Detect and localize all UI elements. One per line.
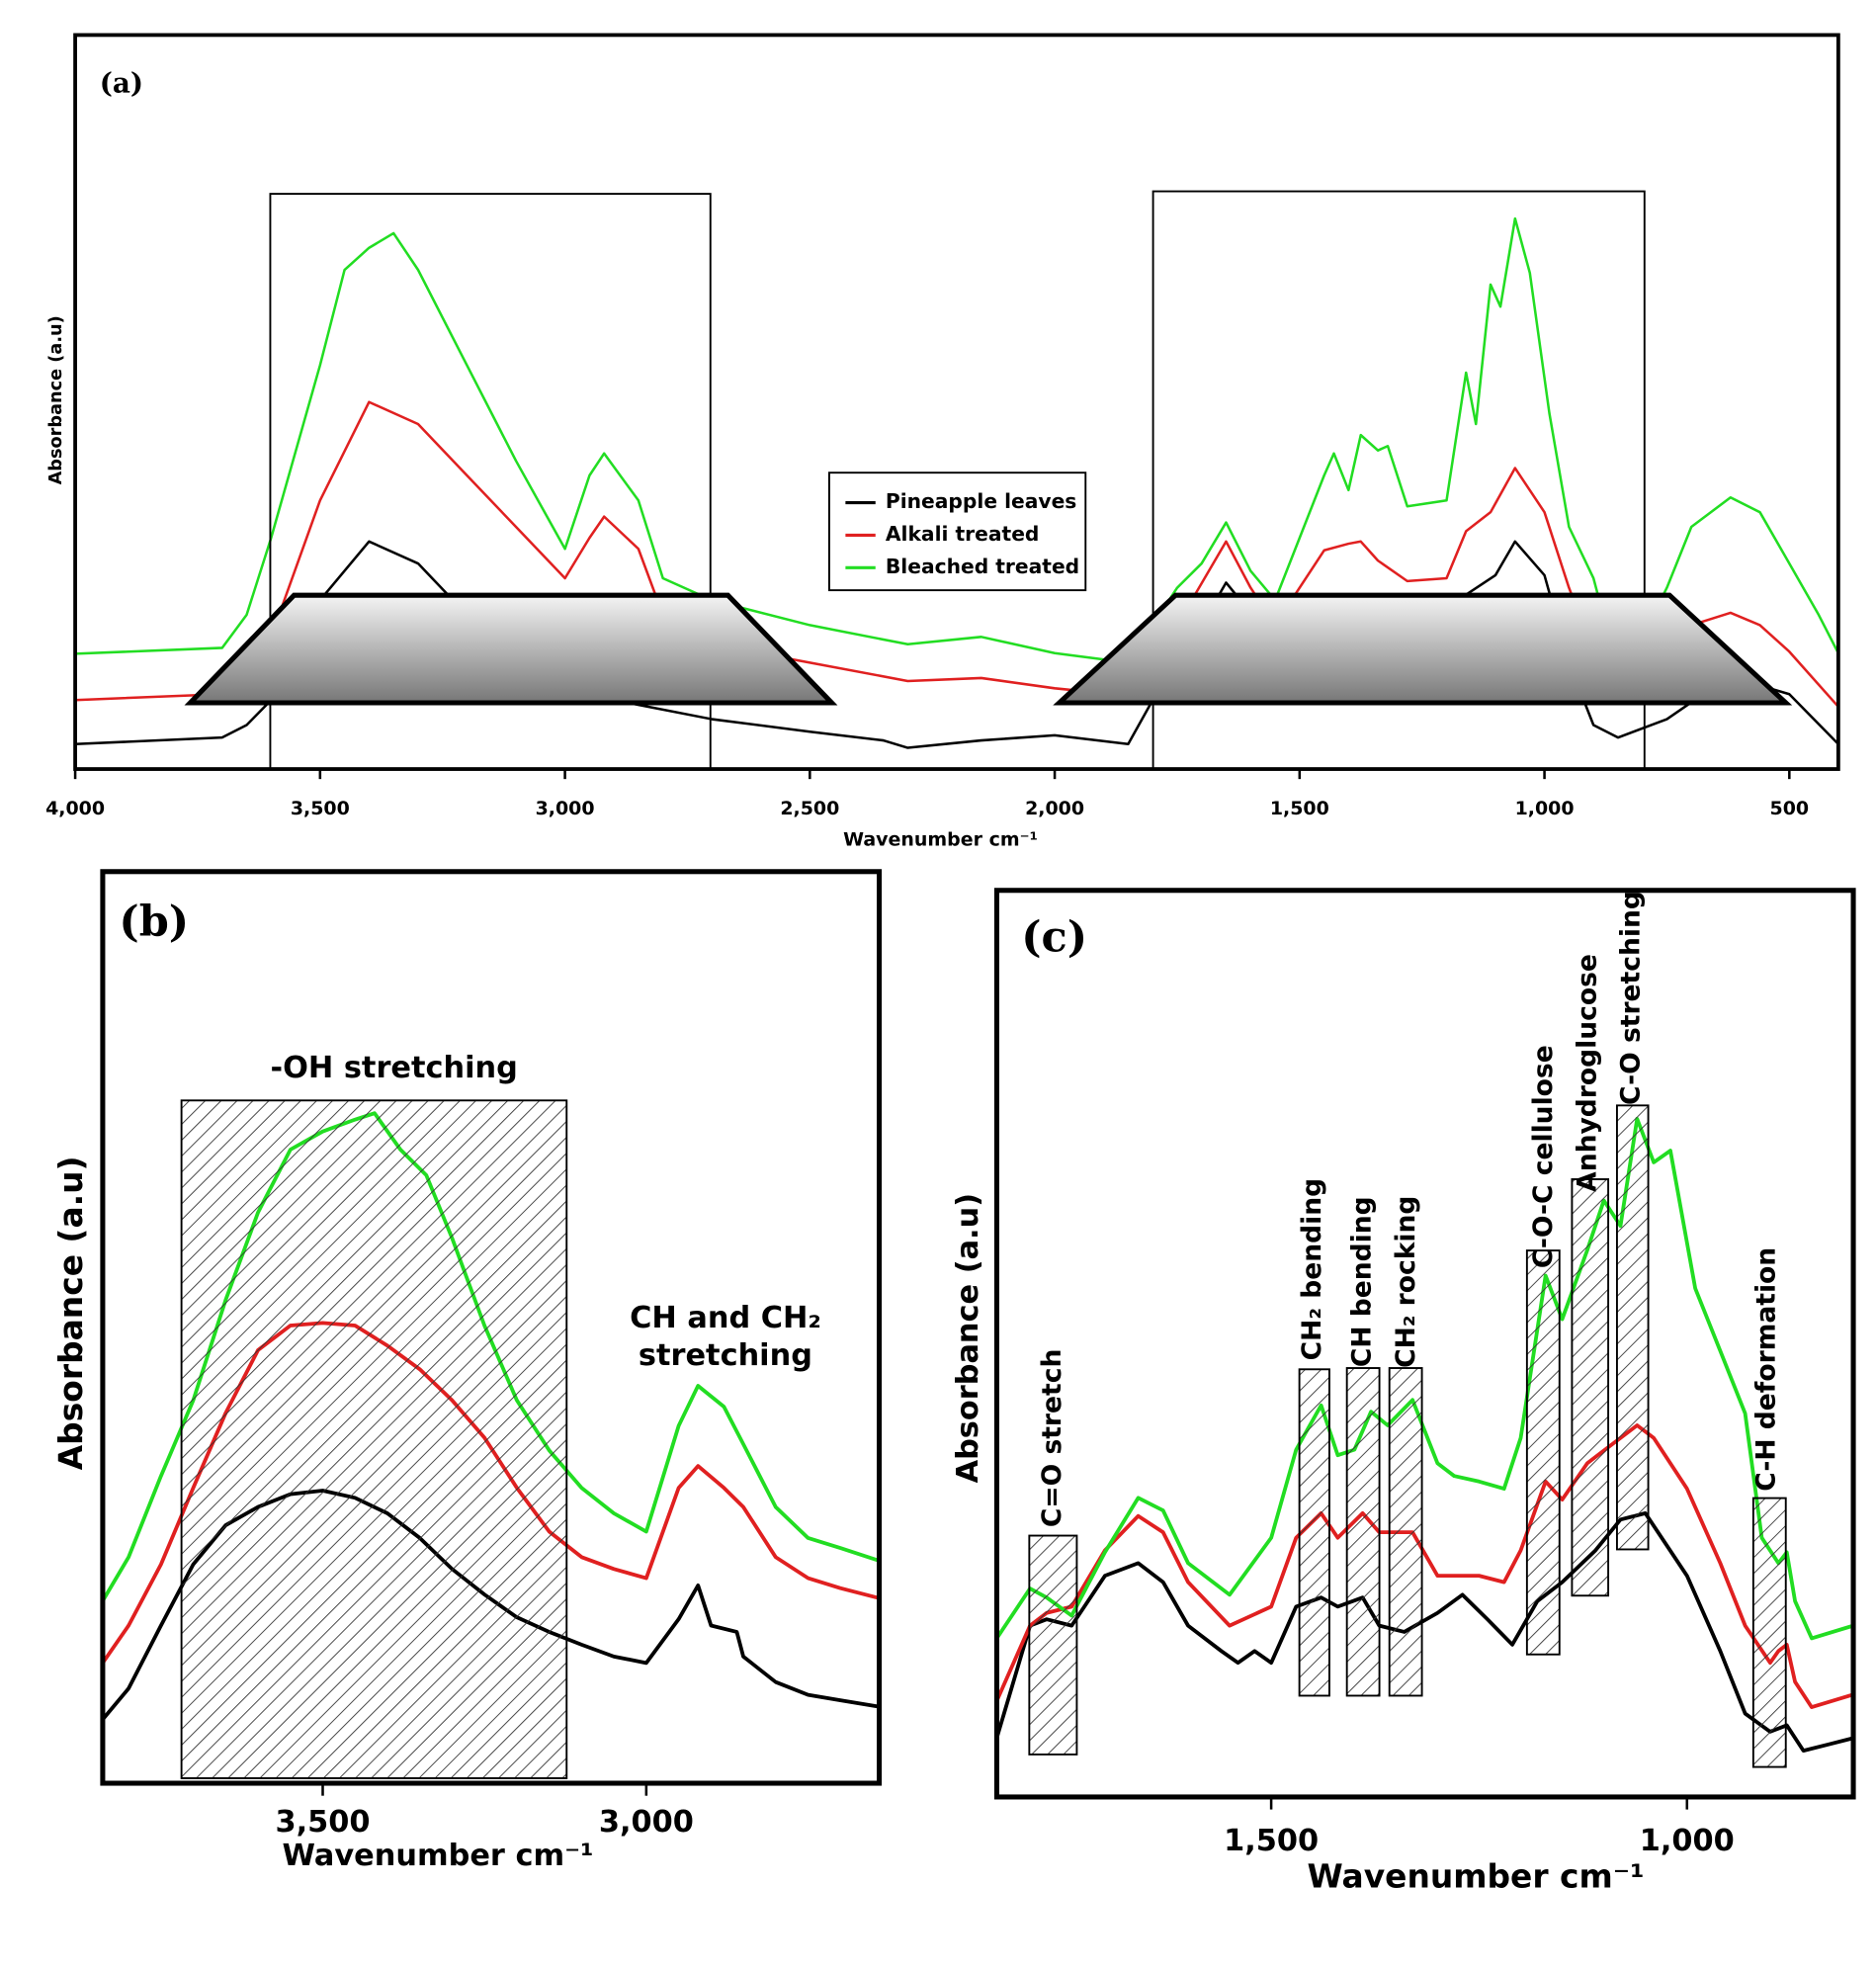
band-box (1571, 1178, 1610, 1597)
panel-title: (b) (119, 898, 189, 947)
annotation: CH₂ bending (1297, 1178, 1327, 1360)
annotation: C-O-C cellulose (1528, 1045, 1559, 1268)
band-box (1298, 1368, 1330, 1697)
plot-frame (73, 33, 1840, 771)
legend-label: Pineapple leaves (886, 489, 1077, 513)
label-layer: (a) Wavenumber cm⁻¹ Absorbance (a.u) 4,000 3… (45, 33, 1856, 1896)
x-axis-label: Wavenumber cm⁻¹ (282, 1839, 593, 1873)
series-line (994, 1116, 1854, 1641)
x-tick-label: 500 (1770, 798, 1810, 819)
x-tick-label: 1,000 (1515, 798, 1575, 819)
legend-label: Alkali treated (886, 522, 1040, 546)
annotation: stretching (639, 1338, 812, 1373)
series-line (994, 1510, 1854, 1754)
overlay-layer (180, 190, 1793, 1779)
x-tick-label: 1,000 (1640, 1824, 1735, 1858)
panel-title: (c) (1021, 912, 1087, 962)
zoom-connector (184, 592, 838, 706)
zoom-connector (1053, 592, 1793, 706)
plot-frame (100, 869, 883, 1786)
x-tick-label: 2,500 (780, 798, 839, 819)
panel-title: (a) (100, 67, 143, 100)
annotation: C-H deformation (1750, 1247, 1781, 1492)
band-box (180, 1099, 568, 1779)
band-box (1345, 1367, 1381, 1697)
legend-label: Bleached treated (886, 555, 1079, 578)
annotation: CH₂ rocking (1391, 1196, 1421, 1368)
x-tick-label: 3,500 (275, 1805, 370, 1840)
legend-box (827, 471, 1087, 592)
x-tick-label: 3,000 (536, 798, 595, 819)
x-tick-label: 3,500 (291, 798, 350, 819)
band-box (1028, 1534, 1078, 1756)
annotation: CH and CH₂ (630, 1301, 821, 1335)
x-tick-label: 1,500 (1270, 798, 1329, 819)
x-tick-label: 4,000 (45, 798, 105, 819)
x-tick-label: 2,000 (1025, 798, 1084, 819)
annotation: Anhydroglucose (1572, 954, 1602, 1192)
series-line (75, 216, 1839, 664)
x-axis-label: Wavenumber cm⁻¹ (1307, 1857, 1644, 1896)
plot-frame (993, 888, 1856, 1800)
x-tick-label: 3,000 (599, 1805, 694, 1840)
band-box (1525, 1249, 1561, 1656)
annotation: CH bending (1347, 1196, 1378, 1367)
x-tick-label: 1,500 (1224, 1824, 1319, 1858)
y-axis-label: Absorbance (a.u) (51, 1156, 90, 1470)
band-box (1615, 1104, 1650, 1551)
annotation: C=O stretch (1037, 1349, 1067, 1527)
y-axis-label: Absorbance (a.u) (951, 1193, 985, 1483)
band-box (1751, 1497, 1787, 1768)
annotation: C-O stretching (1616, 891, 1647, 1105)
y-axis-label: Absorbance (a.u) (46, 315, 66, 484)
annotation: -OH stretching (270, 1051, 517, 1085)
band-box (1388, 1367, 1423, 1697)
x-axis-label: Wavenumber cm⁻¹ (843, 829, 1038, 851)
